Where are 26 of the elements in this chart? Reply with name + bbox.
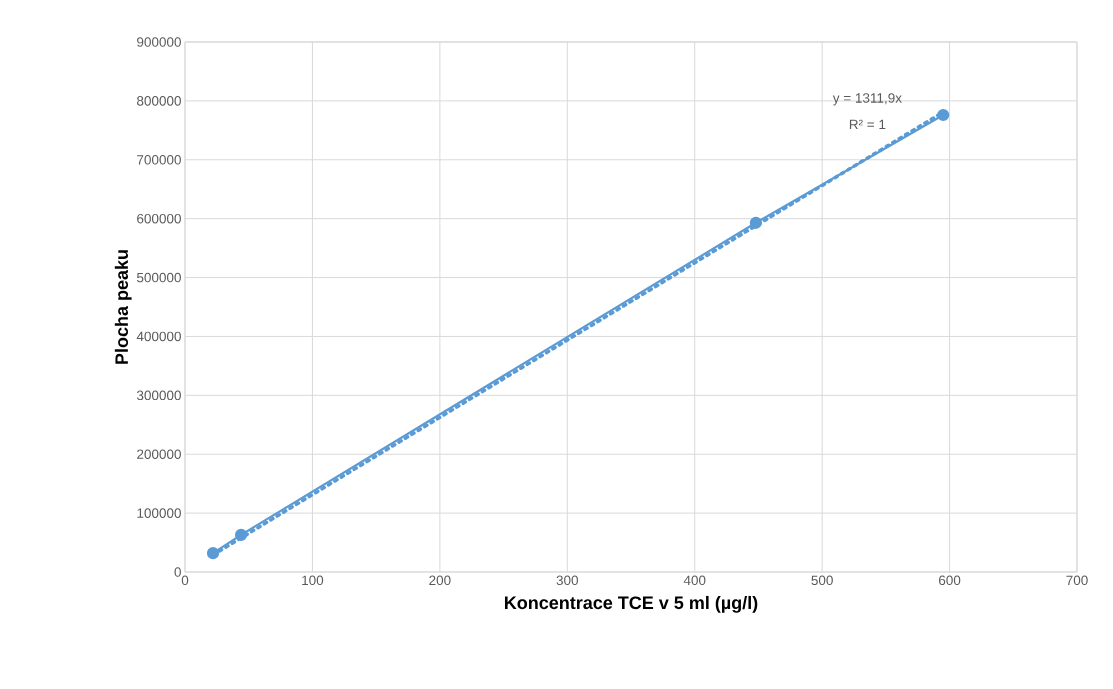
point [206,547,220,560]
y-tick-label: 600000 [137,213,181,224]
x-tick-label: 600 [939,575,961,586]
point [234,528,248,541]
y-tick-label: 900000 [137,37,181,47]
y-tick-label: 800000 [137,96,181,106]
annotation: y = 1311,9x [832,93,902,106]
y-axis-title: Plocha peaku [114,250,132,364]
x-tick-label: 0 [181,575,189,586]
x-tick-label: 400 [683,575,706,586]
point [937,108,950,122]
y-tick-label: 100000 [137,508,181,518]
y-tick-label: 500000 [136,272,181,283]
y-tick-label: 700000 [137,155,181,165]
y-tick-label: 300000 [136,390,181,401]
x-tick-label: 300 [556,575,579,586]
x-tick-label: 200 [429,575,451,586]
x-tick-label: 700 [1066,575,1088,586]
x-axis-title: Koncentrace TCE v 5 ml (µg/l) [504,595,758,613]
x-tick-label: 100 [302,575,324,586]
y-tick-label: 200000 [137,449,181,459]
y-tick-label: 0 [174,567,181,577]
x-tick-label: 500 [811,575,833,586]
y-tick-label: 400000 [136,331,181,342]
point [749,216,762,229]
annotation: R² = 1 [849,119,886,130]
